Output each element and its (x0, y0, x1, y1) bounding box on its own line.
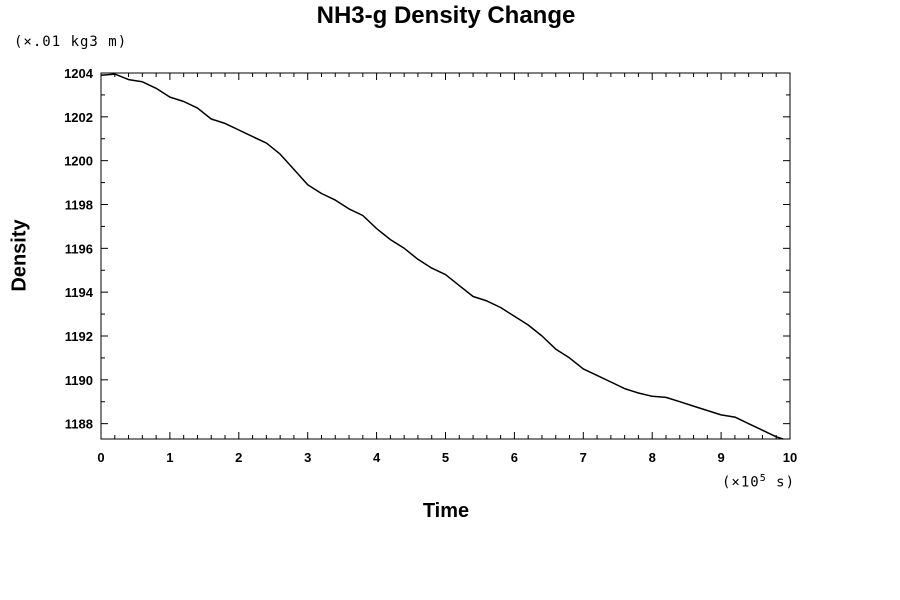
x-tick-label: 3 (304, 450, 311, 465)
chart-title: NH3-g Density Change (316, 2, 576, 29)
plot-frame (100, 72, 791, 440)
x-tick-label: 4 (373, 450, 381, 465)
y-tick-label: 1194 (65, 285, 94, 300)
x-tick-label: 2 (235, 450, 242, 465)
x-unit-prefix: (×10 (722, 474, 760, 491)
y-tick-label: 1198 (65, 197, 93, 212)
x-tick-label: 0 (97, 450, 104, 465)
y-tick-label: 1196 (65, 241, 93, 256)
axis-tick-labels: 0 1 2 3 4 5 6 7 8 9 10 1188 1190 1192 1194 1196 1198 1200… (64, 66, 797, 465)
y-tick-label: 1192 (65, 329, 93, 344)
x-tick-label: 8 (649, 450, 656, 465)
x-tick-label: 6 (511, 450, 518, 465)
x-tick-label: 9 (717, 450, 724, 465)
x-axis-unit: (×105 s) (722, 473, 795, 491)
y-tick-label: 1202 (64, 110, 93, 125)
density-series-line (100, 73, 784, 440)
axis-ticks (100, 72, 791, 439)
y-tick-label: 1190 (65, 373, 93, 388)
x-tick-label: 1 (166, 450, 173, 465)
x-tick-label: 7 (580, 450, 587, 465)
x-tick-label: 10 (783, 450, 797, 465)
x-tick-label: 5 (442, 450, 449, 465)
x-unit-suffix: s) (766, 474, 796, 491)
x-axis-label: Time (422, 500, 470, 522)
y-tick-label: 1204 (64, 66, 94, 81)
x-unit-exponent: 5 (759, 473, 767, 484)
y-tick-label: 1188 (65, 417, 93, 432)
y-axis-unit: (×.01 kg3 m) (14, 34, 128, 50)
y-tick-label: 1200 (64, 154, 93, 169)
